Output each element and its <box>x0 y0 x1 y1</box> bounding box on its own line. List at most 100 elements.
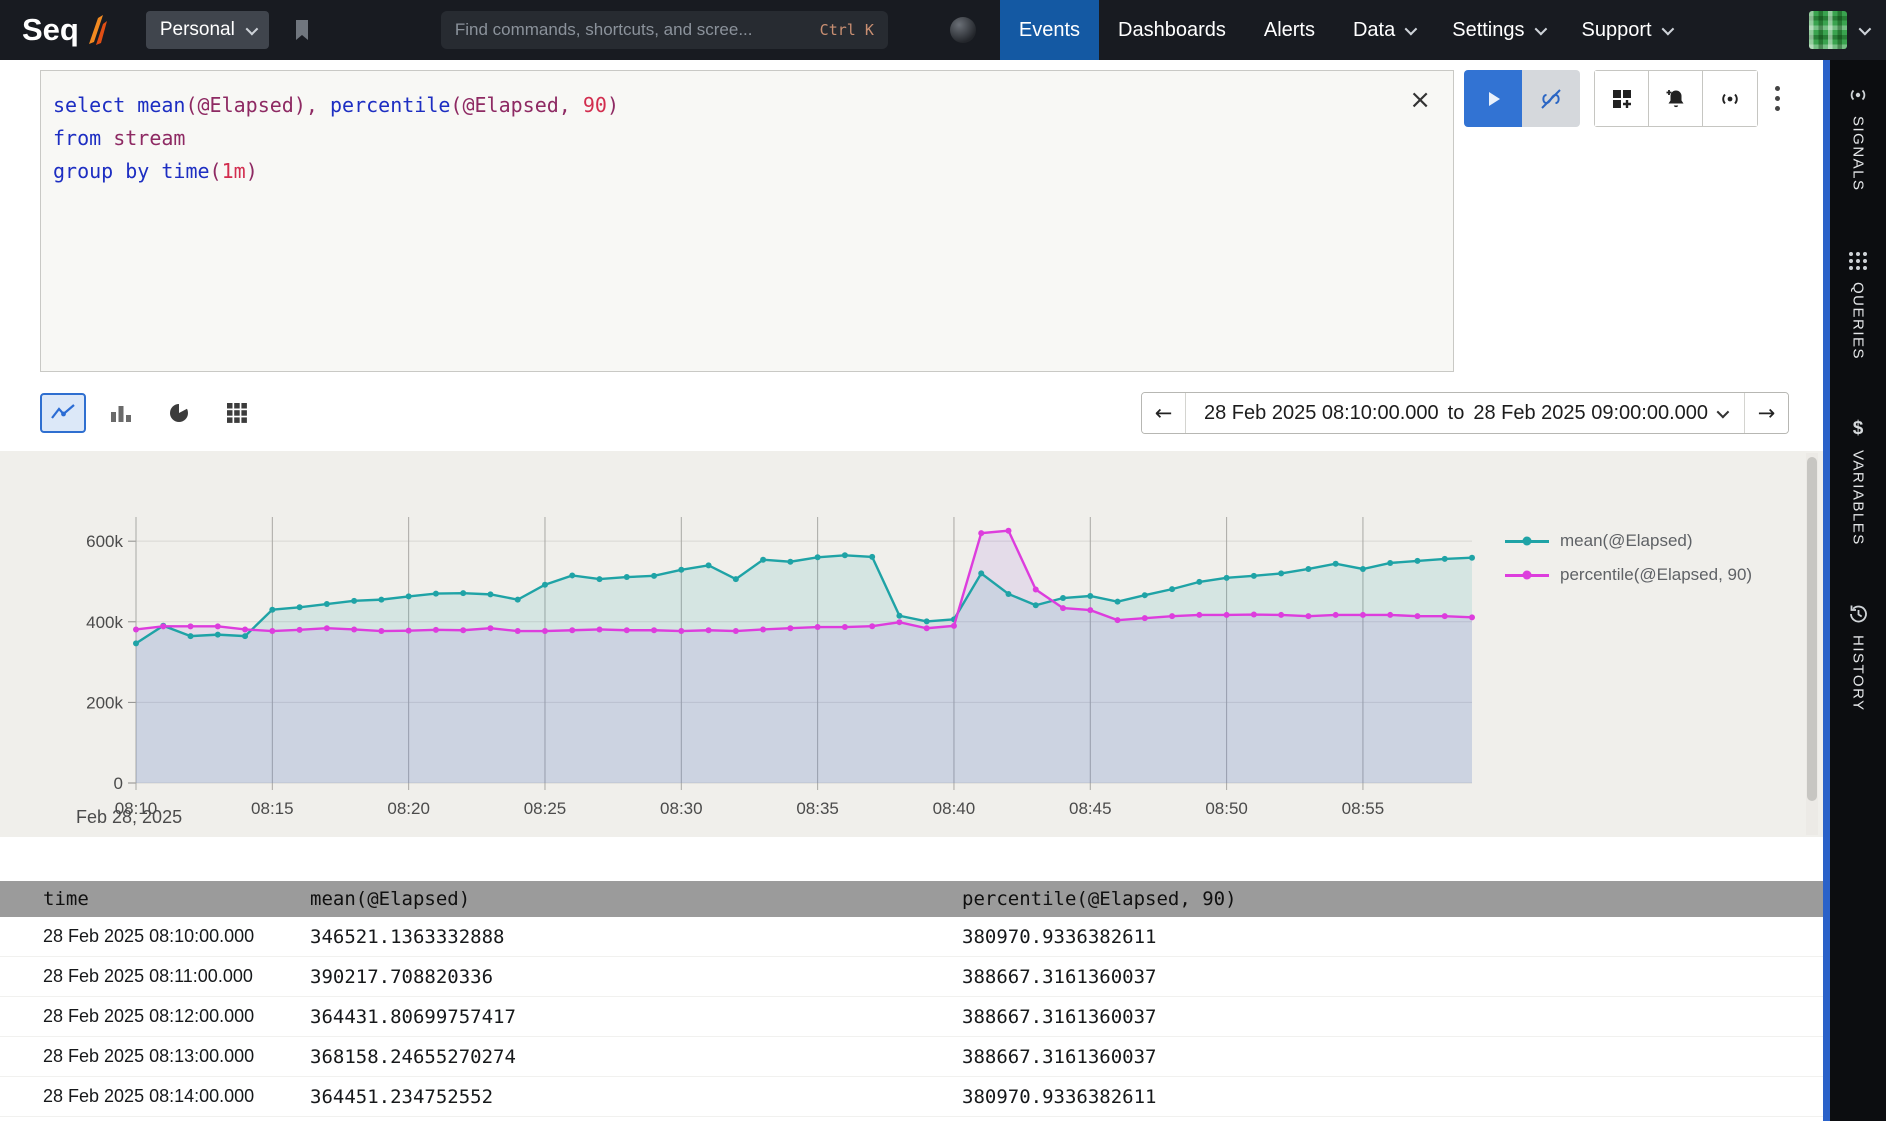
workspace-label: Personal <box>159 19 235 40</box>
nav-item-settings[interactable]: Settings <box>1433 0 1562 60</box>
nav-item-alerts[interactable]: Alerts <box>1245 0 1334 60</box>
legend-label: mean(@Elapsed) <box>1560 531 1693 550</box>
run-query-button[interactable] <box>1464 70 1522 127</box>
kebab-menu-icon <box>1774 84 1780 114</box>
avatar[interactable] <box>1809 11 1847 49</box>
search-input[interactable] <box>454 20 810 40</box>
line-chart-button[interactable] <box>40 393 86 433</box>
chevron-down-icon <box>245 22 259 35</box>
nav-item-label: Data <box>1352 18 1396 41</box>
sidebar-item-variables[interactable]: $ VARIABLES <box>1843 418 1867 546</box>
time-cell: 28 Feb 2025 08:11:00.000 <box>43 966 253 986</box>
percentile-cell: 388667.3161360037 <box>962 965 1157 988</box>
legend-swatch-mean <box>1505 539 1549 543</box>
workspace-selector[interactable]: Personal <box>145 11 269 49</box>
percentile-cell: 388667.3161360037 <box>962 1045 1157 1068</box>
table-body: 28 Feb 2025 08:10:00.000 346521.136333288… <box>0 917 1823 1117</box>
sidebar-label: VARIABLES <box>1849 449 1867 546</box>
top-navbar: Seq Personal Ctrl K Events Dashboards Aler… <box>0 0 1886 60</box>
range-from: 28 Feb 2025 08:10:00.000 <box>1204 401 1439 424</box>
table-row[interactable]: 28 Feb 2025 08:14:00.000 364451.234752552… <box>0 1077 1823 1117</box>
scrollbar-thumb[interactable] <box>1807 457 1817 801</box>
chart-legend: mean(@Elapsed) percentile(@Elapsed, 90) <box>1505 531 1752 585</box>
range-forward-button[interactable]: → <box>1744 393 1788 433</box>
table-row[interactable]: 28 Feb 2025 08:13:00.000 368158.246552702… <box>0 1037 1823 1077</box>
bar-chart-button[interactable] <box>98 393 144 433</box>
grid-view-button[interactable] <box>214 393 260 433</box>
chart-date-caption: Feb 28, 2025 <box>76 807 183 827</box>
primary-navigation: Events Dashboards Alerts Data Settings Suppor… <box>999 0 1690 60</box>
chevron-down-icon <box>1661 22 1674 35</box>
column-header-time: time <box>43 888 89 910</box>
chevron-down-icon <box>1534 22 1547 35</box>
sidebar-label: HISTORY <box>1849 635 1867 712</box>
scrollbar[interactable] <box>1806 453 1818 835</box>
svg-text:200k: 200k <box>86 693 123 712</box>
legend-item-percentile[interactable]: percentile(@Elapsed, 90) <box>1505 565 1752 585</box>
line-chart-icon <box>51 404 75 419</box>
command-search[interactable]: Ctrl K <box>440 11 888 49</box>
svg-text:08:55: 08:55 <box>1342 799 1385 818</box>
results-table: time mean(@Elapsed) percentile(@Elapsed,… <box>0 881 1823 1117</box>
percentile-cell: 380970.9336382611 <box>962 925 1157 948</box>
add-to-dashboard-button[interactable] <box>1595 71 1649 126</box>
svg-text:08:50: 08:50 <box>1205 799 1248 818</box>
pie-chart-button[interactable] <box>156 393 202 433</box>
nav-item-dashboards[interactable]: Dashboards <box>1099 0 1245 60</box>
column-header-percentile: percentile(@Elapsed, 90) <box>962 888 1237 910</box>
time-cell: 28 Feb 2025 08:14:00.000 <box>43 1086 255 1106</box>
chevron-down-icon <box>1716 405 1730 418</box>
theme-toggle-icon[interactable] <box>949 17 976 43</box>
create-signal-button[interactable] <box>1703 71 1757 126</box>
sidebar-item-signals[interactable]: SIGNALS <box>1840 84 1869 192</box>
svg-text:08:40: 08:40 <box>933 799 976 818</box>
more-options-button[interactable] <box>1762 70 1792 127</box>
svg-text:08:35: 08:35 <box>796 799 839 818</box>
query-text[interactable]: select mean(@Elapsed), percentile(@Elaps… <box>53 93 619 183</box>
add-alert-button[interactable] <box>1649 71 1703 126</box>
svg-text:600k: 600k <box>86 532 123 551</box>
add-to-dashboard-icon <box>1612 89 1631 108</box>
right-sidebar: SIGNALS QUERIES $ VARIABLES HISTORY <box>1823 60 1886 1121</box>
save-bookmark-icon[interactable] <box>291 18 313 42</box>
result-toolbar: ← 28 Feb 2025 08:10:00.000 to 28 Feb 202… <box>40 391 1789 435</box>
table-row[interactable]: 28 Feb 2025 08:11:00.000 390217.708820336… <box>0 957 1823 997</box>
search-shortcut-hint: Ctrl K <box>819 21 874 39</box>
close-icon[interactable]: × <box>1409 85 1431 115</box>
nav-item-label: Dashboards <box>1118 18 1226 41</box>
table-row[interactable]: 28 Feb 2025 08:10:00.000 346521.136333288… <box>0 917 1823 957</box>
svg-text:0: 0 <box>114 774 123 793</box>
flame-icon <box>88 15 107 45</box>
table-row[interactable]: 28 Feb 2025 08:12:00.000 364431.806997574… <box>0 997 1823 1037</box>
main-content: select mean(@Elapsed), percentile(@Elaps… <box>0 60 1823 1121</box>
user-menu[interactable] <box>1809 11 1872 49</box>
sidebar-label: QUERIES <box>1849 281 1867 360</box>
sidebar-item-queries[interactable]: QUERIES <box>1840 250 1869 360</box>
nav-item-events[interactable]: Events <box>999 0 1100 60</box>
legend-label: percentile(@Elapsed, 90) <box>1560 565 1753 584</box>
time-cell: 28 Feb 2025 08:13:00.000 <box>43 1046 255 1066</box>
time-cell: 28 Feb 2025 08:12:00.000 <box>43 1006 255 1026</box>
svg-text:08:25: 08:25 <box>524 799 567 818</box>
range-back-button[interactable]: ← <box>1142 393 1186 433</box>
table-header: time mean(@Elapsed) percentile(@Elapsed,… <box>0 881 1823 917</box>
range-label[interactable]: 28 Feb 2025 08:10:00.000 to 28 Feb 2025 … <box>1186 393 1744 433</box>
bell-plus-icon <box>1666 89 1683 107</box>
timeseries-chart[interactable]: 0 200k 400k 600k 08:10 08:15 08:20 08:25 08:30 08… <box>0 451 1500 837</box>
signals-icon <box>1850 89 1866 101</box>
chart-type-selector <box>40 393 260 433</box>
nav-item-support[interactable]: Support <box>1563 0 1690 60</box>
range-to: 28 Feb 2025 09:00:00.000 <box>1473 401 1708 424</box>
query-editor-panel[interactable]: select mean(@Elapsed), percentile(@Elaps… <box>40 70 1454 372</box>
pie-chart-icon <box>170 403 188 422</box>
nav-item-data[interactable]: Data <box>1334 0 1433 60</box>
legend-item-mean[interactable]: mean(@Elapsed) <box>1505 531 1752 551</box>
sidebar-item-history[interactable]: HISTORY <box>1840 603 1869 712</box>
nav-item-label: Settings <box>1452 18 1525 41</box>
nav-item-label: Events <box>1018 18 1081 41</box>
app-logo: Seq <box>22 12 108 48</box>
svg-text:400k: 400k <box>86 613 123 632</box>
chevron-down-icon <box>1858 22 1872 35</box>
tail-toggle-button[interactable] <box>1522 70 1580 127</box>
mean-cell: 346521.1363332888 <box>310 925 505 948</box>
